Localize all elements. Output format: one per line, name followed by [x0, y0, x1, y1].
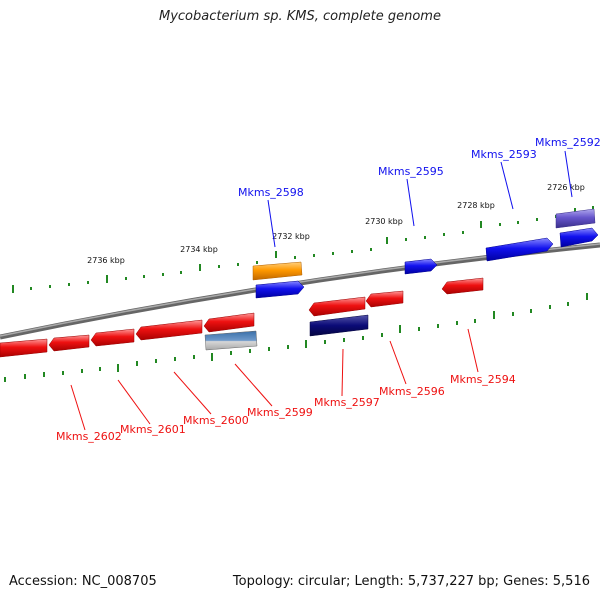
- gene-arrow-mkms-2594[interactable]: [441, 277, 484, 295]
- gene-arrow-mkms-2602[interactable]: [0, 338, 48, 358]
- scale-label-2728: 2728 kbp: [457, 201, 495, 210]
- gene-arrow-mkms-2599-paired[interactable]: [204, 330, 258, 351]
- genome-summary-text: Topology: circular; Length: 5,737,227 bp…: [232, 574, 590, 589]
- gene-arrow-mkms-2600[interactable]: [90, 328, 135, 347]
- gene-label-mkms-2596[interactable]: Mkms_2596: [379, 385, 445, 398]
- gene-label-mkms-2599[interactable]: Mkms_2599: [247, 406, 313, 419]
- gene-label-mkms-2593[interactable]: Mkms_2593: [471, 148, 537, 161]
- gene-label-mkms-2597[interactable]: Mkms_2597: [314, 396, 380, 409]
- gene-arrow-mkms-2592[interactable]: [559, 227, 599, 248]
- gene-arrow-mkms-2599-part-a[interactable]: [135, 319, 203, 341]
- scale-label-2732: 2732 kbp: [272, 232, 310, 241]
- scale-label-2736: 2736 kbp: [87, 256, 125, 265]
- gene-arrow-mkms-2595[interactable]: [404, 258, 438, 275]
- upper-tick-row: [12, 206, 594, 293]
- gene-arrow-mkms-2601[interactable]: [48, 334, 90, 352]
- gene-arrow-mkms-2598[interactable]: [255, 280, 305, 299]
- gene-arrow-mkms-2592-paired[interactable]: [555, 208, 596, 229]
- gene-label-mkms-2592[interactable]: Mkms_2592: [535, 136, 600, 149]
- gene-label-mkms-2602[interactable]: Mkms_2602: [56, 430, 122, 443]
- gene-arrow-mkms-2597-paired[interactable]: [309, 314, 369, 337]
- gene-label-mkms-2600[interactable]: Mkms_2600: [183, 414, 249, 427]
- scale-label-2726: 2726 kbp: [547, 183, 585, 192]
- gene-arrow-mkms-2597[interactable]: [308, 296, 366, 317]
- gene-label-mkms-2595[interactable]: Mkms_2595: [378, 165, 444, 178]
- lower-tick-row: [4, 293, 588, 382]
- gene-label-mkms-2594[interactable]: Mkms_2594: [450, 373, 516, 386]
- accession-text: Accession: NC_008705: [9, 574, 157, 589]
- gene-leader-lines: [70, 150, 573, 431]
- gene-arrow-mkms-2599-part-b[interactable]: [203, 312, 255, 333]
- gene-label-mkms-2601[interactable]: Mkms_2601: [120, 423, 186, 436]
- gene-arrow-mkms-2596[interactable]: [365, 290, 404, 308]
- gene-arrow-mkms-2593[interactable]: [485, 237, 554, 262]
- map-title: Mycobacterium sp. KMS, complete genome: [159, 9, 441, 24]
- gene-arrow-mkms-2598-paired[interactable]: [252, 261, 303, 281]
- scale-label-2730: 2730 kbp: [365, 217, 403, 226]
- scale-label-2734: 2734 kbp: [180, 245, 218, 254]
- gene-label-mkms-2598[interactable]: Mkms_2598: [238, 186, 304, 199]
